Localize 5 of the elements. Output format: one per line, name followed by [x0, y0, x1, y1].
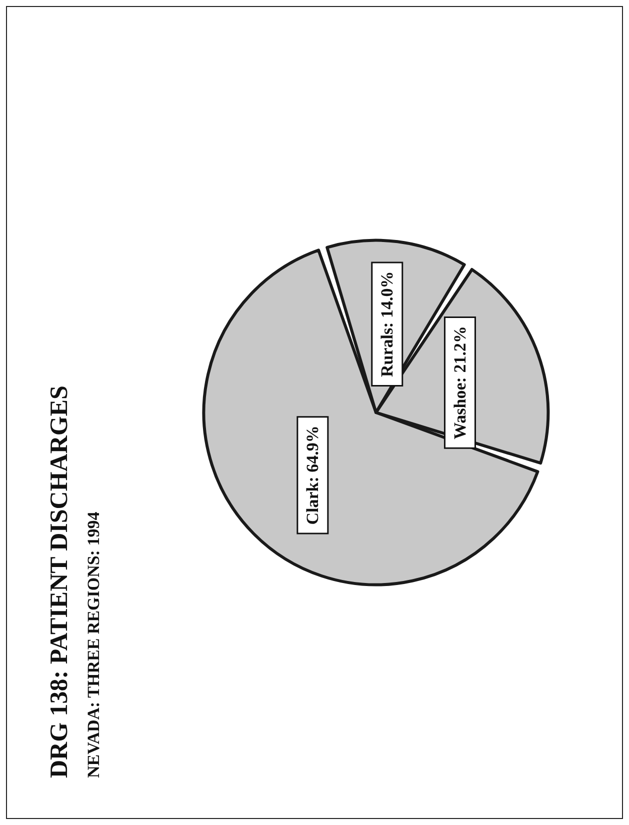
slice-label: Clark: 64.9% — [303, 426, 322, 525]
text: NEVADA: THREE REGIONS: 1994 — [84, 511, 103, 778]
text: DRG 138: PATIENT DISCHARGES — [46, 386, 73, 778]
slice-label: Rurals: 14.0% — [378, 271, 397, 377]
slice-label: Washoe: 21.2% — [450, 326, 470, 440]
